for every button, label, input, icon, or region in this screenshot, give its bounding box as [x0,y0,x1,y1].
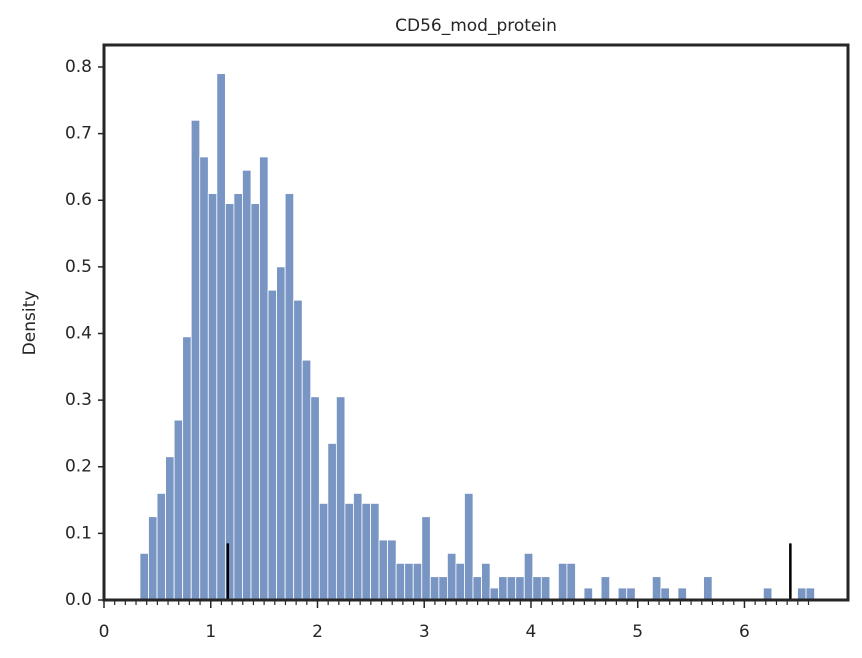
bar [267,289,278,601]
bar [805,587,815,601]
x-tick-label: 3 [419,622,430,642]
y-tick-label: 0.2 [65,457,92,477]
bar [318,502,329,601]
bar [660,587,670,601]
y-tick-label: 0.1 [65,523,92,543]
y-axis-label: Density [20,291,40,356]
bar [472,576,482,601]
bar [378,539,389,601]
y-tick-label: 0.0 [65,590,92,610]
y-tick-label: 0.8 [65,57,92,77]
bar [703,576,713,601]
bar [224,203,235,601]
bar [335,396,346,601]
y-tick-label: 0.6 [65,190,92,210]
plot-frame [102,43,850,602]
bar [438,576,448,601]
bar [446,552,457,601]
bar [455,562,465,601]
bar [173,419,184,601]
bar [284,193,295,601]
bar [301,359,312,601]
bar [558,562,568,601]
bar [481,562,491,601]
bar [310,396,320,601]
bar [353,492,363,601]
bar [498,576,508,601]
bar [515,576,525,601]
y-tick-label: 0.3 [65,390,92,410]
bar [404,562,414,601]
bar [421,516,431,601]
bar [250,203,260,601]
x-tick-label: 2 [312,622,323,642]
bar [242,169,252,601]
bar [532,576,542,601]
bar [506,576,517,601]
x-tick-label: 5 [632,622,643,642]
bar [651,576,662,601]
bar [677,587,687,601]
bar [139,552,149,601]
bar [148,516,158,601]
bar [276,266,286,601]
y-tick-label: 0.5 [65,257,92,277]
bar [626,587,636,601]
bar [293,299,303,601]
bar [412,562,423,601]
bar [387,539,397,601]
bar [190,119,201,601]
bar [583,587,593,601]
bar [361,502,371,601]
bar [165,456,175,601]
bar [617,587,628,601]
bar [207,193,218,601]
y-tick-label: 0.7 [65,124,92,144]
bar [182,336,192,601]
bar [327,443,337,601]
bar [259,156,269,601]
x-tick-label: 6 [739,622,750,642]
bar [797,587,807,601]
x-tick-label: 0 [99,622,110,642]
chart-title: CD56_mod_protein [395,16,557,36]
bar [216,73,226,601]
bar [540,576,551,601]
bar [566,562,576,601]
bar [233,193,243,601]
bar [489,587,500,601]
bar [600,576,611,601]
bar [344,502,354,601]
bar [762,587,773,601]
bar [156,492,166,601]
bar [464,492,474,601]
bar [429,576,440,601]
bar [523,552,534,601]
bar [395,562,406,601]
y-tick-label: 0.4 [65,323,92,343]
bar [199,156,209,601]
x-tick-label: 1 [205,622,216,642]
bar [370,502,380,601]
x-tick-label: 4 [526,622,537,642]
